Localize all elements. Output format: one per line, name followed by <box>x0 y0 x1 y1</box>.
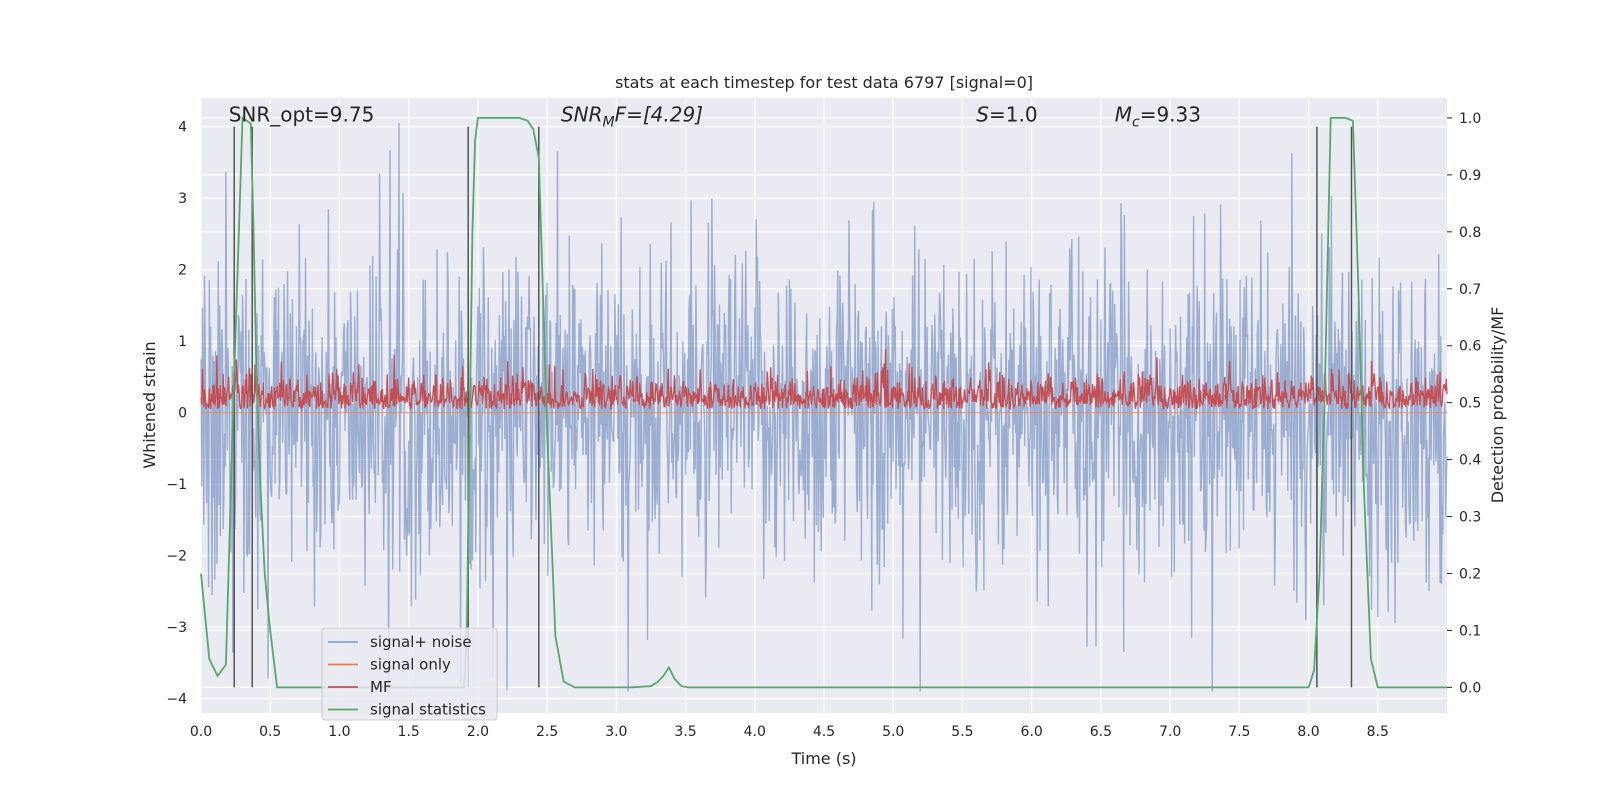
x-tick-label: 5.0 <box>882 724 904 740</box>
x-tick-label: 3.0 <box>605 724 627 740</box>
legend-label: MF <box>370 678 392 696</box>
x-axis-ticks: 0.0 0.5 1.0 1.5 2.0 2.5 3.0 3.5 4.0 4.5 5.0 5.5 6.0 6… <box>190 724 1389 740</box>
signal-statistics-series <box>200 116 1447 689</box>
y2-tick-label: 0.0 <box>1459 680 1481 696</box>
x-tick-label: 3.5 <box>674 724 696 740</box>
x-tick-label: 1.5 <box>398 724 420 740</box>
series-line-signal-statistics <box>200 116 1447 689</box>
mf-series <box>200 348 1448 411</box>
x-tick-label: 6.0 <box>1021 724 1043 740</box>
x-tick-label: 1.0 <box>328 724 350 740</box>
annotation-text: SNRMF=[4.29] <box>561 102 703 130</box>
y-tick-label: 0 <box>178 406 187 422</box>
legend: signal+ noise signal only MF signal statist… <box>321 627 498 721</box>
y2-tick-label: 0.5 <box>1459 396 1481 412</box>
y2-tick-label: 0.2 <box>1459 566 1481 582</box>
x-tick-label: 5.5 <box>951 724 973 740</box>
x-tick-label: 7.0 <box>1159 724 1181 740</box>
y2-tick-label: 0.8 <box>1459 225 1481 241</box>
x-axis-label: Time (s) <box>790 749 856 768</box>
y2-axis-ticks: 1.0 0.9 0.8 0.7 0.6 0.5 0.4 0.3 0.2 0.1 0.0 <box>1447 111 1481 696</box>
x-tick-label: 2.0 <box>467 724 489 740</box>
x-tick-label: 0.0 <box>190 724 212 740</box>
y2-tick-label: 0.9 <box>1459 168 1481 184</box>
legend-box <box>321 627 498 721</box>
x-tick-label: 8.0 <box>1297 724 1319 740</box>
y2-tick-label: 0.1 <box>1459 623 1481 639</box>
y2-tick-label: 0.7 <box>1459 282 1481 298</box>
y2-tick-label: 0.6 <box>1459 339 1481 355</box>
y-tick-label: 4 <box>178 120 187 136</box>
y-tick-label: −1 <box>166 477 187 493</box>
y2-tick-label: 0.3 <box>1459 510 1481 526</box>
y-tick-label: 2 <box>178 263 187 279</box>
annotation-text: S=1.0 <box>976 102 1037 126</box>
legend-label: signal statistics <box>370 701 486 719</box>
y-tick-label: 1 <box>178 334 187 350</box>
y-tick-label: −3 <box>166 620 187 636</box>
series-line-mf <box>200 348 1448 411</box>
annotations: SNR_opt=9.75 SNRMF=[4.29] S=1.0 Mc=9.33 <box>229 102 1201 130</box>
x-tick-label: 0.5 <box>259 724 281 740</box>
y-tick-label: 3 <box>178 191 187 207</box>
x-tick-label: 7.5 <box>1228 724 1250 740</box>
x-tick-label: 6.5 <box>1090 724 1112 740</box>
y-tick-label: −2 <box>166 549 187 565</box>
x-tick-label: 4.5 <box>813 724 835 740</box>
x-tick-label: 8.5 <box>1367 724 1389 740</box>
y-axis-ticks: 4 3 2 1 0 −1 −2 −3 −4 <box>166 120 187 708</box>
annotation-text: Mc=9.33 <box>1115 102 1201 130</box>
y2-tick-label: 1.0 <box>1459 111 1481 127</box>
y2-tick-label: 0.4 <box>1459 453 1481 469</box>
legend-label: signal+ noise <box>370 633 472 651</box>
x-tick-label: 2.5 <box>536 724 558 740</box>
y-axis-label: Whitened strain <box>140 341 159 468</box>
legend-label: signal only <box>370 656 451 674</box>
y2-axis-label: Detection probability/MF <box>1488 307 1507 504</box>
y-tick-label: −4 <box>166 692 187 708</box>
x-tick-label: 4.0 <box>744 724 766 740</box>
chart-title: stats at each timestep for test data 679… <box>615 73 1033 92</box>
annotation-text: SNR_opt=9.75 <box>229 102 375 126</box>
